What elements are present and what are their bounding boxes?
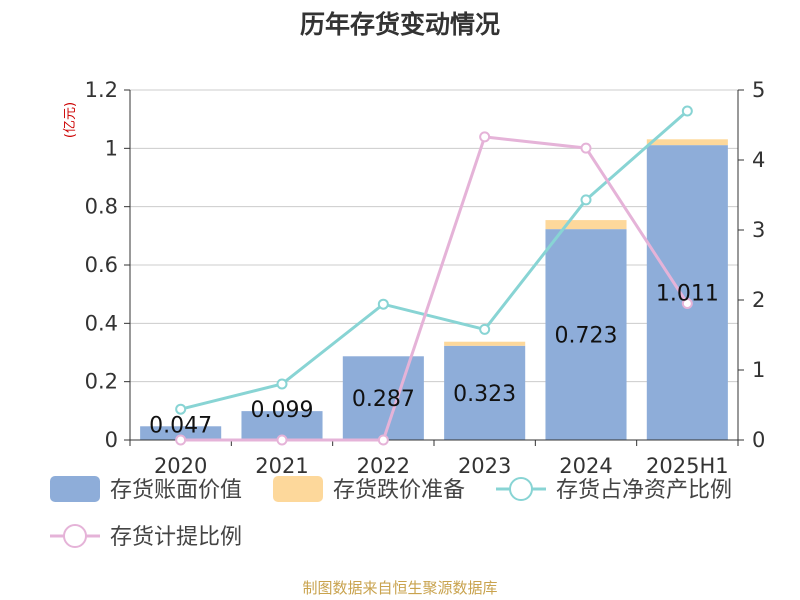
legend-label: 存货账面价值	[110, 478, 242, 503]
legend-swatch	[50, 476, 100, 502]
bar-2025H1	[646, 145, 728, 440]
left-axis-unit: (亿元)	[63, 102, 78, 138]
grid-lines	[130, 89, 738, 383]
reserve-bar-2023	[444, 341, 526, 346]
data-source-note: 制图数据来自恒生聚源数据库	[302, 579, 497, 597]
left-tick-label: 0.2	[85, 370, 118, 394]
bar-value-label: 0.047	[149, 413, 212, 438]
right-tick-label: 1	[752, 358, 765, 382]
legend-marker	[509, 477, 533, 501]
line-point	[580, 194, 592, 206]
data-labels: 0.047 0.099 0.287 0.323 0.723 1.011	[149, 282, 719, 439]
left-tick-label: 1.2	[85, 78, 118, 102]
line-point	[276, 434, 288, 446]
bar-value-label: 0.287	[352, 387, 415, 412]
right-tick-label: 4	[752, 148, 765, 172]
line-point	[580, 142, 592, 154]
left-tick-label: 0	[105, 428, 118, 452]
left-tick-label: 1	[105, 136, 118, 160]
x-tick-label: 2023	[458, 454, 511, 478]
reserve-bar-2024	[545, 220, 627, 230]
legend-label: 存货跌价准备	[333, 478, 465, 503]
x-tick-label: 2021	[255, 454, 308, 478]
right-tick-label: 2	[752, 288, 765, 312]
legend-swatch	[273, 476, 323, 502]
reserve-bar-2025H1	[646, 139, 728, 146]
line-point	[479, 323, 491, 335]
right-tick-label: 3	[752, 218, 765, 242]
line-point	[377, 434, 389, 446]
line-series-1	[180, 109, 689, 411]
right-tick-label: 5	[752, 78, 765, 102]
bar-value-label: 0.323	[453, 382, 516, 407]
left-tick-label: 0.4	[85, 311, 118, 335]
line-point	[681, 105, 693, 117]
bar-value-label: 1.011	[656, 282, 719, 307]
line-series-2	[180, 135, 689, 442]
legend-label: 存货计提比例	[110, 525, 242, 550]
x-tick-label: 2022	[357, 454, 410, 478]
x-tick-label: 2020	[154, 454, 207, 478]
chart-title: 历年存货变动情况	[300, 10, 500, 39]
left-tick-label: 0.8	[85, 195, 118, 219]
bar-2022	[342, 356, 424, 440]
line-point	[175, 434, 187, 446]
line-point	[479, 131, 491, 143]
line-series	[175, 105, 693, 446]
line-point	[175, 403, 187, 415]
line-point	[681, 298, 693, 309]
x-tick-label: 2025H1	[646, 454, 729, 478]
bar-2024	[545, 229, 627, 440]
bar-2023	[444, 345, 526, 440]
legend-label: 存货占净资产比例	[556, 478, 732, 503]
legend-marker	[63, 524, 87, 548]
line-point	[377, 298, 389, 310]
bar-value-label: 0.099	[251, 398, 314, 423]
bar-2020	[140, 426, 222, 440]
left-tick-label: 0.6	[85, 253, 118, 277]
bar-series	[140, 139, 728, 440]
x-tick-label: 2024	[559, 454, 612, 478]
axes: 0 0.2 0.4 0.6 0.8 1 1.2 0 1 2 3 4 5 2020 2021 2022 2023 2…	[85, 78, 766, 478]
line-point	[276, 378, 288, 390]
bar-value-label: 0.723	[555, 324, 618, 349]
right-tick-label: 0	[752, 428, 765, 452]
